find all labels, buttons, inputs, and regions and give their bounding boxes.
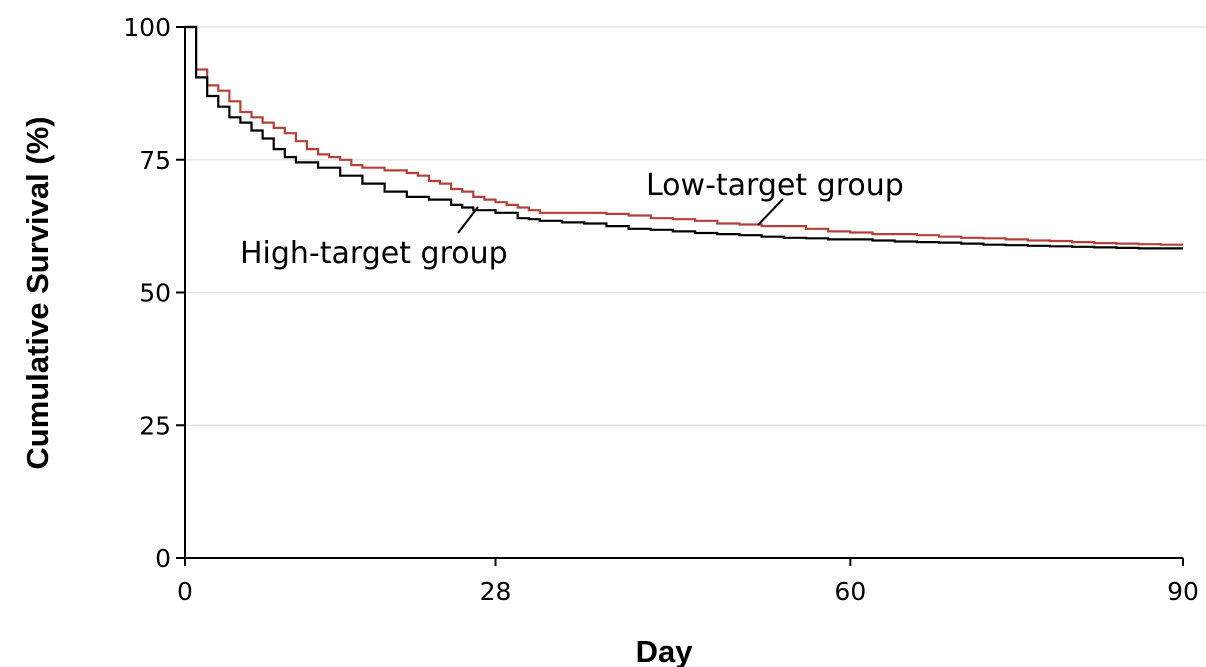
y-tick-label-100: 100 (123, 13, 171, 42)
y-tick-label-50: 50 (139, 279, 171, 308)
annotation-high-target: High-target group (240, 236, 508, 271)
series-layer (185, 25, 1183, 250)
series-line-high-target-group (185, 25, 1183, 250)
x-tick-label-0: 0 (177, 577, 193, 606)
y-tick-label-75: 75 (139, 146, 171, 175)
annotation-low-target: Low-target group (646, 168, 904, 203)
x-tick-label-28: 28 (480, 577, 512, 606)
y-tick-label-25: 25 (139, 411, 171, 440)
grid-layer (185, 26, 1206, 426)
x-axis-title: Day (636, 634, 694, 667)
leader-line-low-target (757, 198, 784, 226)
x-tick-label-90: 90 (1167, 577, 1199, 606)
leader-line-high-target (457, 206, 479, 234)
x-tick-label-60: 60 (834, 577, 866, 606)
y-axis-title: Cumulative Survival (%) (20, 116, 55, 469)
annotation-layer: Low-target group High-target group (240, 168, 904, 271)
y-tick-label-0: 0 (155, 544, 171, 573)
series-line-low-target-group (185, 25, 1183, 246)
ticks-layer: 0 25 50 75 100 0 28 60 90 (123, 13, 1199, 606)
